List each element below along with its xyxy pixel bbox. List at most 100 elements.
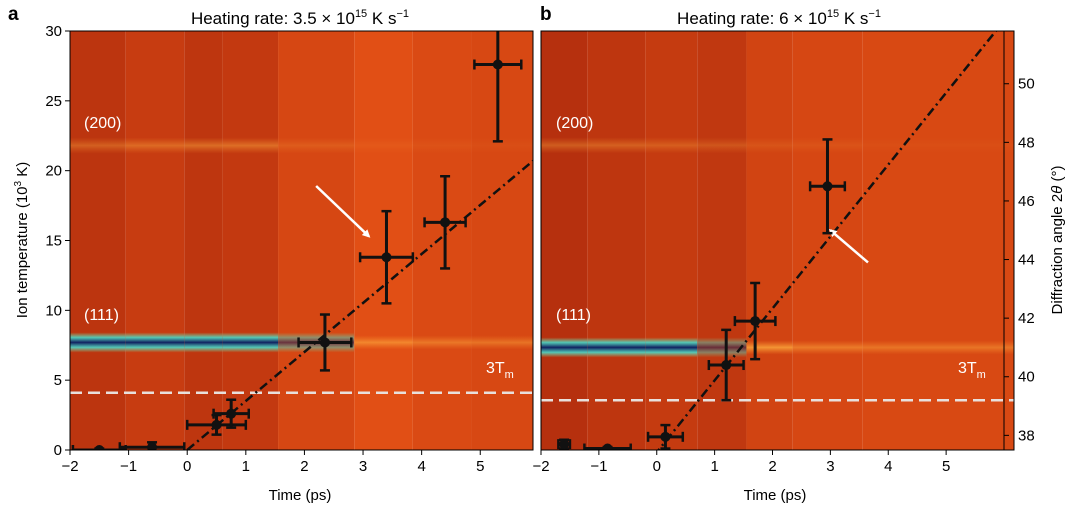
heatmap-column xyxy=(645,31,698,450)
y-tick-label: 38 xyxy=(1018,427,1035,444)
band-200 xyxy=(697,137,747,154)
data-point xyxy=(118,441,186,450)
data-point xyxy=(733,281,777,361)
heatmap-column xyxy=(70,31,126,450)
panel-letter-b: b xyxy=(540,4,552,25)
band-111 xyxy=(471,335,533,350)
point-marker xyxy=(559,439,570,450)
annotation-arrow xyxy=(315,185,371,238)
y-tick-label: 25 xyxy=(45,93,62,110)
band-111 xyxy=(587,337,646,358)
band-200 xyxy=(645,137,698,154)
annotation-arrow xyxy=(828,228,869,264)
band-200 xyxy=(412,137,472,154)
data-point xyxy=(297,313,353,372)
x-tick-label: 3 xyxy=(826,458,834,475)
overlay-a xyxy=(70,31,533,450)
peak-label-111-b: (111) xyxy=(556,307,591,324)
heatmap-column xyxy=(125,31,185,450)
heatmap-column xyxy=(862,31,1014,450)
band-111 xyxy=(697,337,747,358)
data-point xyxy=(473,31,523,143)
y-axis-label-left-exp: 3 xyxy=(13,180,24,186)
y-axis-label-left-end: K) xyxy=(14,162,31,181)
title-b-exp: 15 xyxy=(827,8,839,20)
y-tick-label: 30 xyxy=(45,23,62,40)
data-point xyxy=(358,209,415,305)
heatmap-column xyxy=(222,31,279,450)
title-a-suffix: K s xyxy=(367,9,396,28)
title-a-prefix: Heating rate: 3.5 × 10 xyxy=(191,9,355,28)
heatmap-column xyxy=(792,31,863,450)
band-200 xyxy=(471,137,533,154)
x-tick-label: 4 xyxy=(417,458,425,475)
y-tick-label: 10 xyxy=(45,302,62,319)
band-200 xyxy=(70,137,126,154)
band-200 xyxy=(862,137,1014,154)
x-tick-label: 4 xyxy=(884,458,892,475)
point-marker xyxy=(750,316,761,327)
data-point xyxy=(707,328,745,402)
y-axis-label-right-theta: θ xyxy=(1049,186,1066,194)
band-111 xyxy=(746,340,793,355)
heatmap-column xyxy=(354,31,413,450)
point-marker xyxy=(721,360,732,371)
y-axis-label-right-end: (°) xyxy=(1049,166,1066,186)
x-tick-label: 5 xyxy=(942,458,950,475)
overlay-b xyxy=(541,31,1014,450)
band-111 xyxy=(222,332,279,353)
point-marker xyxy=(226,408,237,419)
x-tick-label: −1 xyxy=(590,458,607,475)
point-marker xyxy=(602,443,613,450)
y-tick-label: 50 xyxy=(1018,76,1035,93)
y-axis-label-right-main: Diffraction angle 2 xyxy=(1049,194,1066,315)
y-axis-label-left: Ion temperature (103 K) xyxy=(13,162,31,318)
data-point xyxy=(212,398,251,429)
panel-title-a: Heating rate: 3.5 × 1015 K s−1 xyxy=(191,8,409,28)
y-tick-label: 40 xyxy=(1018,369,1035,386)
title-b-suffix: K s xyxy=(839,9,868,28)
band-111 xyxy=(792,340,863,355)
y-tick-label: 0 xyxy=(54,442,62,459)
data-point xyxy=(557,438,572,450)
plot-frame-b xyxy=(540,30,1015,451)
band-111 xyxy=(412,335,472,350)
y-tick-label: 5 xyxy=(54,372,62,389)
peak-label-111-a: (111) xyxy=(84,307,119,324)
heatmap-column xyxy=(471,31,533,450)
band-111 xyxy=(862,340,1014,355)
axis-ticks-a: −2 −1 0 1 2 3 4 5 0 5 10 15 20 25 30 xyxy=(45,23,484,475)
heatmap-column xyxy=(184,31,223,450)
heatmap-column xyxy=(541,31,588,450)
band-200 xyxy=(278,137,355,154)
y-tick-label: 20 xyxy=(45,163,62,180)
axis-ticks-b: −2 −1 0 1 2 3 4 5 38 40 42 44 46 48 50 xyxy=(532,76,1034,475)
x-tick-label: 5 xyxy=(476,458,484,475)
data-point xyxy=(583,443,632,450)
x-tick-label: −2 xyxy=(61,458,78,475)
title-a-unit-exp: −1 xyxy=(396,8,409,20)
panel-letter-a: a xyxy=(8,4,19,25)
y-axis-label-right: Diffraction angle 2θ (°) xyxy=(1049,166,1066,315)
point-marker xyxy=(211,419,222,430)
band-200 xyxy=(125,137,185,154)
band-111 xyxy=(125,332,185,353)
melt-label-b-main: 3T xyxy=(958,360,977,377)
band-200 xyxy=(541,137,588,154)
band-200 xyxy=(746,137,793,154)
x-tick-label: 1 xyxy=(710,458,718,475)
band-200 xyxy=(184,137,223,154)
band-200 xyxy=(222,137,279,154)
heatmap-column xyxy=(697,31,747,450)
x-tick-label: 3 xyxy=(359,458,367,475)
x-tick-label: −2 xyxy=(532,458,549,475)
x-tick-label: 2 xyxy=(768,458,776,475)
point-marker xyxy=(492,59,503,70)
point-marker xyxy=(822,181,833,192)
point-marker xyxy=(381,252,392,263)
x-tick-label: 2 xyxy=(300,458,308,475)
x-tick-label: 0 xyxy=(653,458,661,475)
point-marker xyxy=(94,445,105,450)
x-tick-label: −1 xyxy=(120,458,137,475)
